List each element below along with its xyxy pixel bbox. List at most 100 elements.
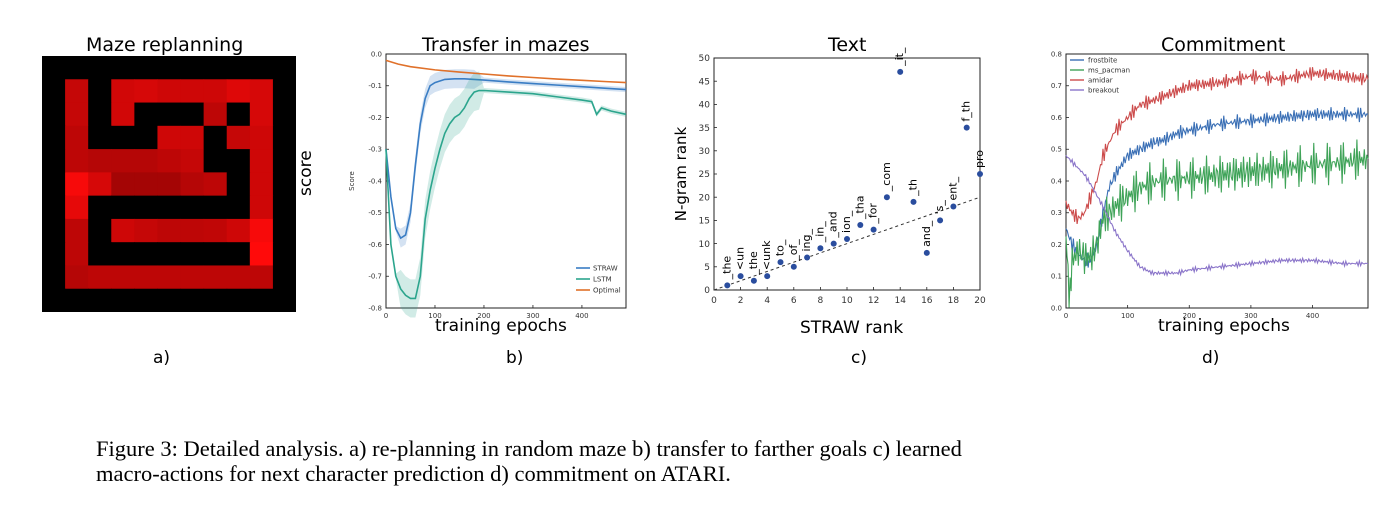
maze-cell xyxy=(157,125,182,150)
point-label: _it_ xyxy=(893,47,906,67)
maze-cell xyxy=(180,172,205,197)
maze-cell xyxy=(226,79,251,104)
maze-cell xyxy=(272,288,296,312)
legend-entry: LSTM xyxy=(593,276,612,284)
y-tick-label: 50 xyxy=(699,54,711,64)
maze-cell xyxy=(134,102,158,127)
maze-cell xyxy=(111,56,135,80)
x-tick-label: 2 xyxy=(738,296,744,306)
point-label: and_ xyxy=(920,220,933,247)
maze-cell xyxy=(272,102,296,127)
commitment-xlabel: training epochs xyxy=(1158,316,1290,336)
maze-cell xyxy=(272,195,296,220)
y-tick-label: -0.7 xyxy=(368,273,382,281)
point-label: f_th xyxy=(960,101,973,122)
maze-cell xyxy=(42,195,66,220)
maze-cell xyxy=(65,172,89,197)
maze-cell xyxy=(42,218,66,243)
maze-cell xyxy=(249,288,274,312)
x-tick-label: 6 xyxy=(791,296,797,306)
maze-cell xyxy=(226,102,251,127)
maze-cell xyxy=(272,149,296,173)
scatter-point xyxy=(817,245,824,252)
maze-cell xyxy=(88,218,112,243)
x-tick-label: 0 xyxy=(711,296,717,306)
maze-cell xyxy=(134,218,158,243)
point-label: _tha xyxy=(853,196,866,221)
maze-cell xyxy=(226,242,251,266)
x-tick-label: 300 xyxy=(526,312,539,320)
maze-cell xyxy=(272,265,296,290)
scatter-point xyxy=(777,259,784,266)
transfer-xlabel: training epochs xyxy=(435,316,567,336)
maze-cell xyxy=(272,79,296,104)
y-tick-label: 15 xyxy=(699,217,710,227)
commitment-chart: 0 100 200 300 400 0.0 0.1 0.2 0.3 0.4 0.5 0.6 0.7 0.8… xyxy=(1051,50,1369,320)
point-label: _and xyxy=(827,211,840,238)
text-scatter-chart: 0 2 4 6 8 10 12 14 16 18 20 0 5 10 15 20 25 30 35 40 45 50 N-g… xyxy=(672,47,986,306)
point-label: ing_ xyxy=(800,229,813,252)
maze-cell xyxy=(226,265,251,290)
series-line-optimal xyxy=(385,59,627,84)
commitment-title: Commitment xyxy=(1161,34,1286,56)
maze-cell xyxy=(203,102,228,127)
caption-line-1: Figure 3: Detailed analysis. a) re-plann… xyxy=(96,436,962,461)
maze-cell xyxy=(65,265,89,290)
scatter-point xyxy=(950,203,957,210)
maze-cell xyxy=(203,218,228,243)
y-tick-label: 0.4 xyxy=(1051,177,1063,185)
maze-cell xyxy=(111,172,135,197)
maze-cell xyxy=(180,102,205,127)
y-tick-label: 0.8 xyxy=(1051,50,1062,58)
x-tick-label: 4 xyxy=(764,296,770,306)
series-line-frostbite xyxy=(1065,106,1369,268)
x-tick-label: 0 xyxy=(384,312,388,320)
maze-cell xyxy=(65,102,89,127)
y-tick-label: -0.3 xyxy=(368,146,382,154)
y-tick-label: 0.0 xyxy=(371,50,382,58)
scatter-point xyxy=(897,68,904,75)
maze-cell xyxy=(42,242,66,266)
maze-cell xyxy=(134,79,158,104)
maze-cell xyxy=(88,265,112,290)
maze-cell xyxy=(157,102,182,127)
maze-cell xyxy=(65,125,89,150)
point-label: <un xyxy=(734,247,747,270)
scatter-point xyxy=(830,240,837,247)
scatter-point xyxy=(750,277,757,284)
maze-cell xyxy=(111,242,135,266)
maze-cell xyxy=(42,79,66,104)
panel-a-label: a) xyxy=(153,348,171,368)
y-tick-label: -0.4 xyxy=(368,177,382,185)
x-tick-label: 16 xyxy=(921,296,933,306)
legend-entry: amidar xyxy=(1088,77,1113,85)
scatter-point xyxy=(790,263,797,270)
text-ylabel: N-gram rank xyxy=(672,126,690,221)
maze-cell xyxy=(88,195,112,220)
maze-cell xyxy=(157,172,182,197)
maze-cell xyxy=(180,242,205,266)
maze-cell xyxy=(42,102,66,127)
maze-cell xyxy=(180,288,205,312)
text-title: Text xyxy=(828,34,867,56)
maze-cell xyxy=(157,195,182,220)
point-label: _in_ xyxy=(813,221,826,244)
scatter-point xyxy=(870,226,877,233)
x-tick-label: 100 xyxy=(428,312,441,320)
maze-cell xyxy=(226,149,251,173)
maze-cell xyxy=(88,172,112,197)
series-line-straw xyxy=(385,77,627,240)
maze-cell xyxy=(65,218,89,243)
maze-cell xyxy=(42,125,66,150)
transfer-chart: 0 100 200 300 400 0.0 -0.1 -0.2 -0.3 -0.4 -0.5 -0.6… xyxy=(348,50,627,320)
maze-cell xyxy=(111,79,135,104)
maze-cell xyxy=(111,288,135,312)
figure-caption: Figure 3: Detailed analysis. a) re-plann… xyxy=(96,436,1366,486)
maze-cell xyxy=(42,56,66,80)
maze-cell xyxy=(65,288,89,312)
maze-cell xyxy=(272,172,296,197)
y-tick-label: 0.2 xyxy=(1051,241,1062,249)
maze-cell xyxy=(111,218,135,243)
point-label: ion_ xyxy=(840,210,853,233)
maze-cell xyxy=(88,288,112,312)
